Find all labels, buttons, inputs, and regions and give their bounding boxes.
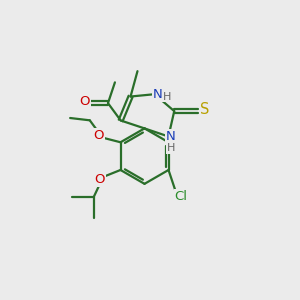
Text: N: N: [166, 130, 175, 143]
Text: O: O: [80, 95, 90, 108]
Text: H: H: [163, 92, 171, 101]
Text: H: H: [167, 143, 175, 153]
Text: N: N: [153, 88, 163, 101]
Text: S: S: [200, 103, 209, 118]
Text: O: O: [93, 129, 104, 142]
Text: O: O: [94, 173, 105, 186]
Text: Cl: Cl: [175, 190, 188, 203]
